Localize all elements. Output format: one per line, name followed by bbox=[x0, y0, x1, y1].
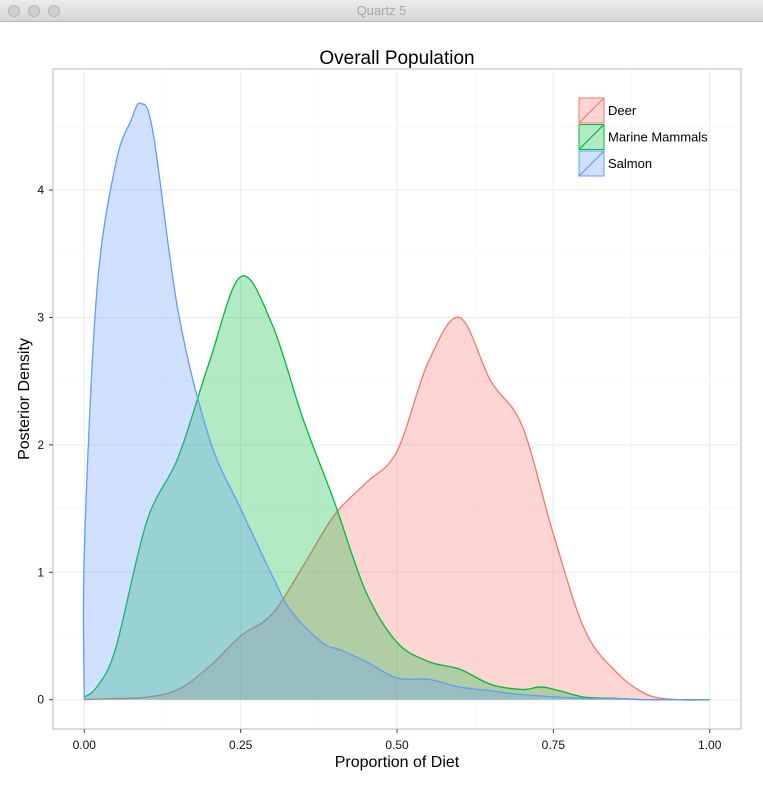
x-tick-label: 1.00 bbox=[698, 738, 722, 752]
legend: Deer Marine Mammals Salmon bbox=[578, 97, 708, 177]
x-tick-label: 0.75 bbox=[542, 738, 566, 752]
density-chart: 0.00 0.25 0.50 0.75 1.00 0 1 2 3 4 Overall Popul… bbox=[0, 22, 763, 785]
y-tick-label: 3 bbox=[37, 310, 44, 324]
x-axis: 0.00 0.25 0.50 0.75 1.00 bbox=[73, 729, 722, 752]
line-deer bbox=[84, 316, 710, 701]
x-tick-label: 0.50 bbox=[385, 738, 409, 752]
x-tick-label: 0.25 bbox=[229, 738, 253, 752]
y-tick-label: 1 bbox=[37, 565, 44, 579]
line-salmon bbox=[82, 102, 710, 701]
grid-lines bbox=[53, 69, 741, 729]
window-title: Quartz 5 bbox=[356, 3, 407, 18]
y-tick-label: 4 bbox=[37, 183, 44, 197]
y-tick-label: 2 bbox=[37, 438, 44, 452]
x-tick-label: 0.00 bbox=[73, 738, 97, 752]
y-tick-label: 0 bbox=[37, 693, 44, 707]
window-titlebar: Quartz 5 bbox=[0, 0, 763, 22]
zoom-window-button[interactable] bbox=[48, 5, 60, 17]
y-axis: 0 1 2 3 4 bbox=[37, 183, 53, 707]
legend-label-deer: Deer bbox=[608, 103, 637, 118]
minimize-window-button[interactable] bbox=[28, 5, 40, 17]
area-deer bbox=[84, 317, 710, 701]
close-window-button[interactable] bbox=[8, 5, 20, 17]
area-marine-mammals bbox=[84, 275, 710, 700]
y-axis-label: Posterior Density bbox=[16, 338, 33, 460]
legend-key-line bbox=[578, 150, 605, 177]
chart-title: Overall Population bbox=[319, 48, 474, 69]
x-axis-label: Proportion of Diet bbox=[335, 754, 460, 771]
line-marine-mammals bbox=[83, 275, 710, 701]
density-areas bbox=[82, 102, 710, 701]
legend-key-line bbox=[578, 97, 605, 124]
legend-key-line bbox=[578, 124, 605, 150]
legend-label-salmon: Salmon bbox=[608, 156, 652, 171]
legend-label-marine-mammals: Marine Mammals bbox=[608, 130, 708, 145]
area-salmon bbox=[83, 103, 710, 700]
